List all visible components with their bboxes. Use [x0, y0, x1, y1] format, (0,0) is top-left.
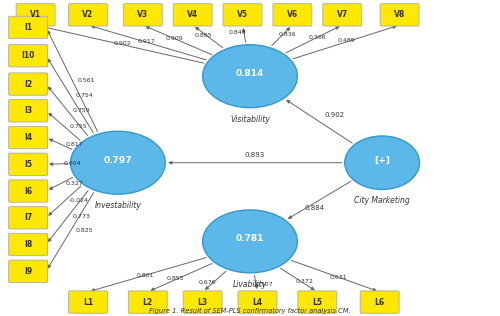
- Text: 0.909: 0.909: [166, 36, 184, 41]
- FancyBboxPatch shape: [68, 291, 108, 313]
- Text: 0.676: 0.676: [199, 280, 216, 285]
- Text: L5: L5: [312, 298, 322, 307]
- Text: L3: L3: [198, 298, 207, 307]
- Text: 0.604: 0.604: [64, 161, 81, 167]
- Text: 0.781: 0.781: [236, 234, 264, 243]
- Ellipse shape: [344, 136, 420, 190]
- Text: [+]: [+]: [374, 156, 390, 165]
- FancyBboxPatch shape: [173, 4, 212, 26]
- FancyBboxPatch shape: [8, 233, 48, 256]
- FancyBboxPatch shape: [238, 291, 277, 313]
- Text: 0.773: 0.773: [73, 214, 91, 219]
- FancyBboxPatch shape: [16, 4, 55, 26]
- FancyBboxPatch shape: [8, 45, 48, 67]
- FancyBboxPatch shape: [360, 291, 399, 313]
- Text: I8: I8: [24, 240, 32, 249]
- FancyBboxPatch shape: [8, 180, 48, 202]
- Text: 0.561: 0.561: [78, 78, 95, 83]
- Ellipse shape: [70, 131, 165, 194]
- Text: 0.372: 0.372: [296, 279, 314, 284]
- Text: 0.489: 0.489: [338, 39, 356, 44]
- FancyBboxPatch shape: [380, 4, 419, 26]
- Text: 0.825: 0.825: [76, 228, 94, 233]
- Text: L1: L1: [83, 298, 93, 307]
- Text: 0.759: 0.759: [72, 108, 90, 113]
- Text: 0.797: 0.797: [104, 156, 132, 165]
- Text: I3: I3: [24, 106, 32, 115]
- Text: -0.024: -0.024: [68, 198, 88, 204]
- Text: 0.902: 0.902: [324, 112, 344, 118]
- Ellipse shape: [202, 210, 298, 273]
- Text: 0.754: 0.754: [76, 93, 94, 98]
- Text: V5: V5: [237, 10, 248, 19]
- Text: I10: I10: [22, 51, 35, 60]
- FancyBboxPatch shape: [128, 291, 167, 313]
- FancyBboxPatch shape: [8, 153, 48, 175]
- FancyBboxPatch shape: [223, 4, 262, 26]
- Text: V1: V1: [30, 10, 41, 19]
- FancyBboxPatch shape: [8, 260, 48, 283]
- Text: 0.884: 0.884: [304, 205, 324, 211]
- Text: 0.917: 0.917: [138, 39, 156, 44]
- FancyBboxPatch shape: [183, 291, 222, 313]
- Text: V4: V4: [187, 10, 198, 19]
- Text: 0.893: 0.893: [245, 152, 265, 158]
- Text: 0.817: 0.817: [66, 142, 83, 147]
- Text: 0.836: 0.836: [278, 32, 296, 37]
- Text: I9: I9: [24, 267, 32, 276]
- FancyBboxPatch shape: [8, 207, 48, 229]
- Ellipse shape: [202, 45, 298, 108]
- Text: Investability: Investability: [94, 201, 141, 210]
- FancyBboxPatch shape: [273, 4, 312, 26]
- Text: V3: V3: [137, 10, 148, 19]
- Text: 0.631: 0.631: [330, 275, 347, 280]
- Text: L6: L6: [374, 298, 384, 307]
- Text: 0.327: 0.327: [66, 181, 84, 186]
- Text: 0.895: 0.895: [194, 33, 212, 38]
- Text: I4: I4: [24, 133, 32, 142]
- Text: City Marketing: City Marketing: [354, 196, 410, 205]
- Text: 0.855: 0.855: [167, 276, 184, 281]
- Text: 0.366: 0.366: [308, 35, 326, 40]
- Text: 0.902: 0.902: [113, 41, 131, 46]
- Text: 0.507: 0.507: [256, 282, 274, 287]
- Text: V2: V2: [82, 10, 94, 19]
- Text: I7: I7: [24, 213, 32, 222]
- Text: 0.755: 0.755: [70, 124, 87, 129]
- Text: 0.844: 0.844: [228, 30, 246, 35]
- FancyBboxPatch shape: [68, 4, 108, 26]
- Text: Figure 1. Result of SEM-PLS confirmatory factor analysis CM.: Figure 1. Result of SEM-PLS confirmatory…: [149, 307, 351, 314]
- Text: L4: L4: [252, 298, 262, 307]
- Text: 0.801: 0.801: [136, 273, 154, 278]
- Text: Livability: Livability: [233, 280, 267, 289]
- FancyBboxPatch shape: [298, 291, 337, 313]
- Text: V6: V6: [287, 10, 298, 19]
- Text: V8: V8: [394, 10, 405, 19]
- Text: V7: V7: [336, 10, 348, 19]
- FancyBboxPatch shape: [323, 4, 362, 26]
- Text: I1: I1: [24, 23, 32, 32]
- Text: I5: I5: [24, 160, 32, 169]
- FancyBboxPatch shape: [8, 73, 48, 95]
- Text: I2: I2: [24, 80, 32, 88]
- FancyBboxPatch shape: [8, 126, 48, 149]
- FancyBboxPatch shape: [8, 100, 48, 122]
- FancyBboxPatch shape: [8, 16, 48, 39]
- Text: 0.814: 0.814: [236, 69, 264, 78]
- FancyBboxPatch shape: [124, 4, 162, 26]
- Text: L2: L2: [142, 298, 153, 307]
- Text: I6: I6: [24, 186, 32, 196]
- Text: Visitability: Visitability: [230, 115, 270, 124]
